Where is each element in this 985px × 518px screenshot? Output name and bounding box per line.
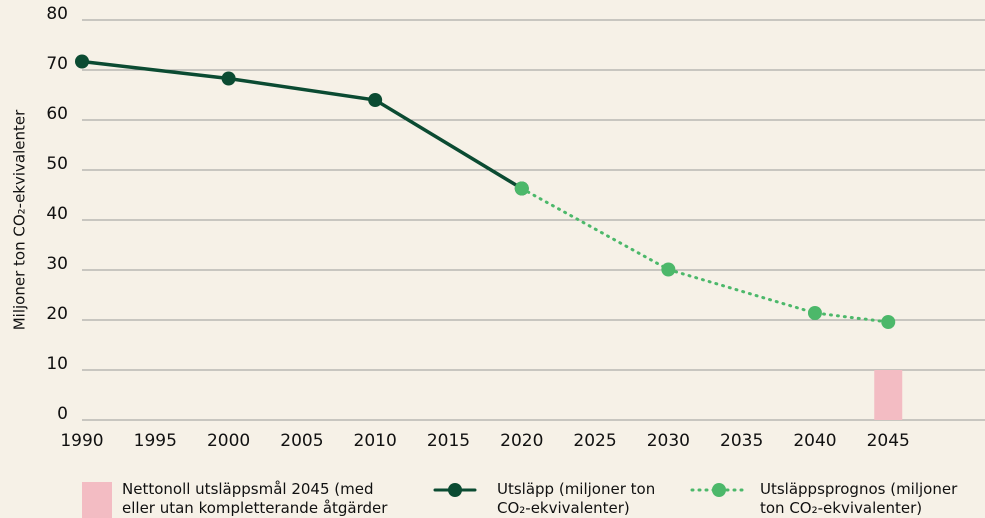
x-tick-label: 2020 [500,431,543,451]
y-tick-label: 70 [46,54,68,74]
x-tick-label: 2005 [280,431,323,451]
y-tick-label: 40 [46,204,68,224]
y-tick-label: 60 [46,104,68,124]
y-tick-label: 50 [46,154,68,174]
y-tick-label: 10 [46,354,68,374]
bar [874,370,903,420]
point [807,306,822,320]
line [520,187,890,324]
y-tick-label: 20 [46,304,68,324]
x-tick-label: 2000 [207,431,250,451]
x-tick-label: 1995 [134,431,177,451]
legend-label: Utsläppsprognos (miljoner ton CO₂-ekviva… [760,480,958,517]
legend-marker [712,483,726,497]
y-tick-label: 80 [46,4,68,24]
x-tick-label: 1990 [60,431,103,451]
legend-swatch [82,482,112,518]
y-axis-label: Miljoner ton CO₂-ekvivalenter [11,109,29,330]
point [881,315,896,329]
point [75,54,89,69]
x-tick-label: 2045 [867,431,910,451]
legend-label: Nettonoll utsläppsmål 2045 (med eller ut… [122,480,388,517]
y-tick-label: 30 [46,254,68,274]
legend-marker [448,483,462,497]
line [80,59,524,191]
y-tick-label: 0 [57,404,68,424]
x-tick-label: 2035 [720,431,763,451]
legend-label: Utsläpp (miljoner ton CO₂-ekvivalenter) [497,480,656,517]
x-tick-label: 2015 [427,431,470,451]
x-tick-label: 2025 [573,431,616,451]
point [368,93,383,107]
point [514,181,529,196]
x-tick-label: 2040 [793,431,836,451]
x-tick-label: 2010 [354,431,397,451]
x-tick-label: 2030 [647,431,690,451]
point [221,71,236,86]
point [661,262,676,277]
